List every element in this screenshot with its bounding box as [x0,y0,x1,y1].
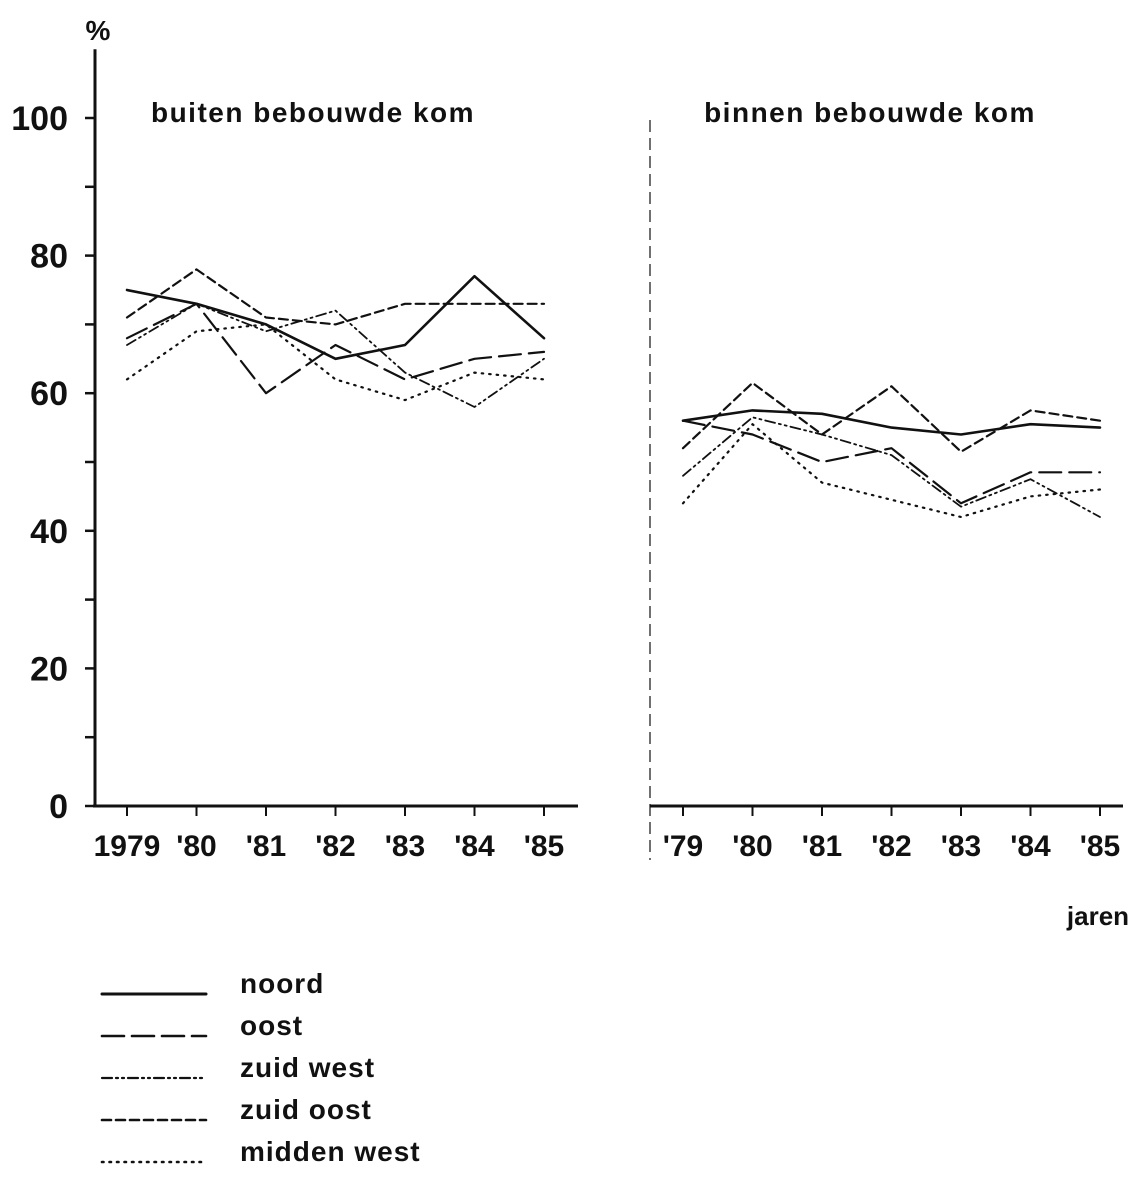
y-tick-label: 60 [30,375,68,413]
x-tick-label: '83 [941,830,982,863]
legend-label-zuid-west: zuid west [240,1052,375,1083]
series-line-noord [681,409,1102,436]
x-axis-label: jaren [1066,901,1129,931]
series-line-zuid-oost [125,268,546,326]
y-tick-label: 80 [30,238,68,276]
x-tick-label: '80 [176,830,217,863]
x-tick-label: '85 [524,830,565,863]
series-line-zuid-west [682,416,1101,518]
x-tick-label: '81 [246,830,287,863]
legend-label-midden-west: midden west [240,1136,421,1167]
panel-title: binnen bebouwde kom [704,97,1036,128]
x-tick-label: '82 [315,830,356,863]
x-tick-label: '84 [454,830,495,863]
legend-label-oost: oost [240,1010,303,1041]
x-tick-label: 1979 [94,830,161,863]
y-axis-unit-label: % [86,15,111,46]
y-tick-label: 20 [30,650,68,688]
x-tick-label: '80 [732,830,773,863]
x-tick-label: '79 [663,830,704,863]
series-line-oost [125,302,546,395]
series-line-midden-west [125,323,546,402]
legend-label-noord: noord [240,968,324,999]
x-tick-label: '82 [871,830,912,863]
y-tick-label: 100 [11,100,68,138]
x-tick-label: '85 [1080,830,1121,863]
series-line-midden-west [681,423,1102,519]
series-line-oost [681,419,1102,505]
y-tick-label: 40 [30,513,68,551]
x-tick-label: '83 [385,830,426,863]
panel-title: buiten bebouwde kom [151,97,475,128]
series-line-noord [125,274,546,361]
series-line-zuid-west [126,302,545,408]
x-tick-label: '84 [1010,830,1051,863]
series-line-zuid-oost [681,381,1102,453]
y-tick-label: 0 [49,788,68,826]
x-tick-label: '81 [802,830,843,863]
legend-label-zuid-oost: zuid oost [240,1094,372,1125]
